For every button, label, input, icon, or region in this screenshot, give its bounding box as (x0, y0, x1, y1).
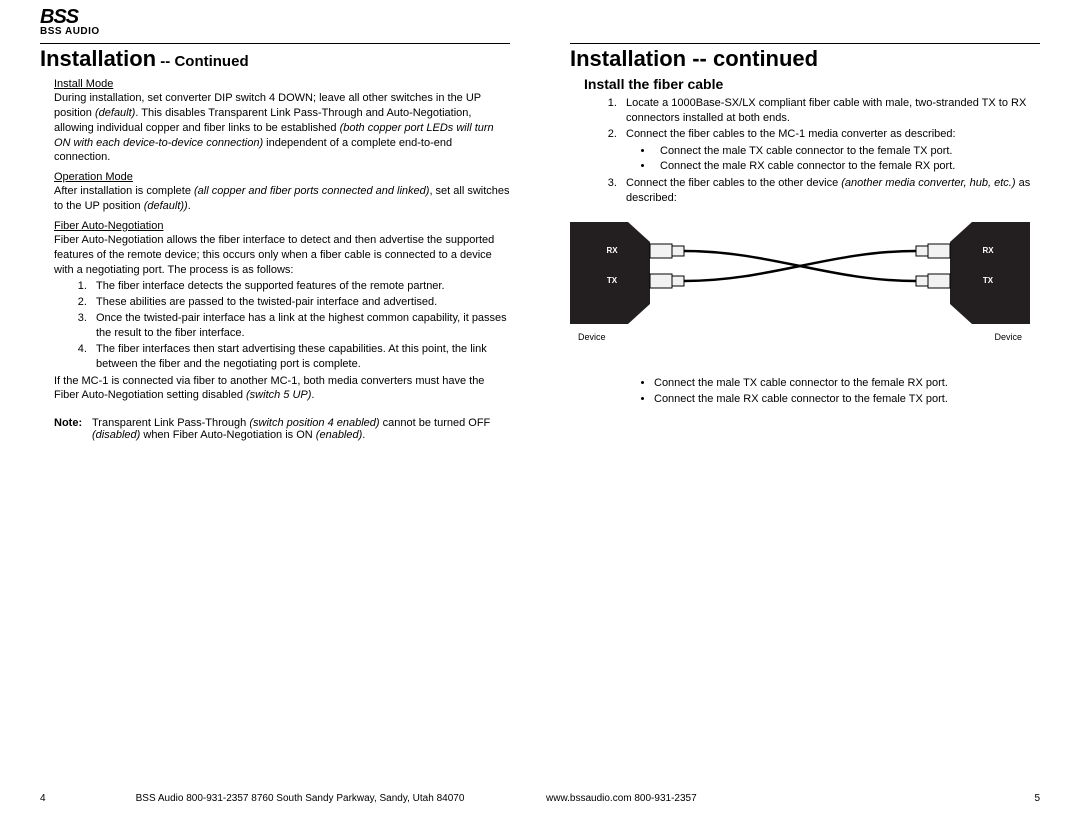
footer: 4 BSS Audio 800-931-2357 8760 South Sand… (40, 793, 1040, 804)
svg-text:Device: Device (994, 332, 1022, 342)
operation-mode-text: After installation is complete (all copp… (54, 184, 510, 214)
logo-top: BSS (40, 8, 1040, 26)
svg-text:Device: Device (578, 332, 606, 342)
fiber-crossover-diagram: RX TX RX TX Device (570, 222, 1040, 352)
step2-bullets: Connect the male TX cable connector to t… (626, 144, 1040, 175)
svg-text:TX: TX (607, 276, 618, 285)
note-row: Note: Transparent Link Pass-Through (swi… (54, 417, 510, 441)
svg-text:TX: TX (983, 276, 994, 285)
left-title-sub: -- Continued (156, 53, 248, 70)
list-item: Connect the fiber cables to the MC-1 med… (620, 127, 1040, 175)
step3-bullets: Connect the male TX cable connector to t… (584, 376, 1040, 407)
install-mode-text: During installation, set converter DIP s… (54, 91, 510, 165)
fiber-auto-after: If the MC-1 is connected via fiber to an… (54, 374, 510, 404)
list-item: Connect the fiber cables to the other de… (620, 176, 1040, 206)
svg-text:RX: RX (606, 246, 618, 255)
left-divider (40, 43, 510, 44)
list-item: The fiber interface detects the supporte… (90, 279, 510, 294)
footer-text-left: BSS Audio 800-931-2357 8760 South Sandy … (60, 793, 540, 804)
right-title: Installation -- continued (570, 46, 1040, 72)
footer-text-right: www.bssaudio.com 800-931-2357 (540, 793, 1020, 804)
list-item: Connect the male RX cable connector to t… (654, 159, 1040, 174)
fiber-install-steps: Locate a 1000Base-SX/LX compliant fiber … (584, 96, 1040, 206)
left-title-main: Installation (40, 46, 156, 71)
list-item: Once the twisted-pair interface has a li… (90, 311, 510, 341)
operation-mode-label: Operation Mode (54, 171, 510, 183)
list-item: Locate a 1000Base-SX/LX compliant fiber … (620, 96, 1040, 126)
page-number-right: 5 (1020, 793, 1040, 804)
list-item: Connect the male TX cable connector to t… (654, 376, 1040, 391)
svg-text:RX: RX (982, 246, 994, 255)
logo: BSS BSS AUDIO (40, 8, 1040, 37)
fiber-auto-label: Fiber Auto-Negotiation (54, 220, 510, 232)
left-title: Installation -- Continued (40, 46, 510, 72)
note-text: Transparent Link Pass-Through (switch po… (92, 417, 510, 441)
install-mode-label: Install Mode (54, 78, 510, 90)
list-item: These abilities are passed to the twiste… (90, 295, 510, 310)
page-number-left: 4 (40, 793, 60, 804)
fiber-auto-steps: The fiber interface detects the supporte… (54, 279, 510, 371)
right-column: Installation -- continued Install the fi… (570, 43, 1040, 441)
right-divider (570, 43, 1040, 44)
left-column: Installation -- Continued Install Mode D… (40, 43, 510, 441)
list-item: The fiber interfaces then start advertis… (90, 342, 510, 372)
fiber-auto-intro: Fiber Auto-Negotiation allows the fiber … (54, 233, 510, 278)
logo-bottom: BSS AUDIO (40, 26, 1040, 37)
list-item: Connect the male TX cable connector to t… (654, 144, 1040, 159)
note-label: Note: (54, 417, 92, 441)
right-subtitle: Install the fiber cable (584, 76, 1040, 92)
list-item: Connect the male RX cable connector to t… (654, 392, 1040, 407)
